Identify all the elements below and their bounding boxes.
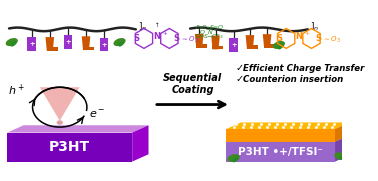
Polygon shape	[247, 45, 258, 49]
Polygon shape	[27, 37, 36, 50]
Text: $O\!\!=\!\!S\!\!-\!\!CF_3$: $O\!\!=\!\!S\!\!-\!\!CF_3$	[195, 32, 223, 41]
Ellipse shape	[11, 41, 17, 47]
Polygon shape	[226, 123, 350, 129]
Ellipse shape	[113, 38, 125, 46]
Ellipse shape	[228, 154, 240, 162]
Text: +: +	[231, 42, 236, 48]
Polygon shape	[226, 135, 350, 142]
Ellipse shape	[57, 120, 63, 125]
Text: ✓: ✓	[235, 63, 243, 73]
Text: P3HT •+/TFSI⁻: P3HT •+/TFSI⁻	[238, 147, 323, 157]
Polygon shape	[196, 44, 207, 48]
Polygon shape	[132, 125, 149, 162]
Text: +: +	[29, 41, 34, 47]
Polygon shape	[211, 36, 220, 49]
Ellipse shape	[118, 41, 124, 47]
Polygon shape	[335, 135, 350, 162]
Polygon shape	[7, 125, 149, 133]
Polygon shape	[263, 34, 271, 48]
Text: $\sim O_3$: $\sim O_3$	[180, 35, 199, 45]
Polygon shape	[83, 47, 94, 50]
Text: S: S	[174, 34, 180, 43]
Text: $]_n$: $]_n$	[310, 20, 319, 33]
Text: $\sim O_3$: $\sim O_3$	[322, 35, 341, 45]
Ellipse shape	[278, 44, 284, 49]
Text: Counterion insertion: Counterion insertion	[243, 75, 343, 84]
Polygon shape	[226, 142, 335, 162]
Polygon shape	[40, 87, 80, 121]
Polygon shape	[82, 36, 90, 50]
Text: ✓: ✓	[235, 74, 243, 84]
Ellipse shape	[232, 157, 239, 162]
Polygon shape	[246, 35, 254, 49]
Text: N: N	[153, 32, 160, 41]
Text: S: S	[134, 34, 140, 43]
Text: P3HT: P3HT	[49, 140, 90, 154]
Polygon shape	[212, 46, 223, 49]
Polygon shape	[64, 35, 72, 49]
Ellipse shape	[273, 41, 285, 49]
Text: N: N	[295, 32, 302, 41]
Polygon shape	[7, 133, 132, 162]
Polygon shape	[100, 38, 108, 51]
Text: $^+$: $^+$	[303, 30, 311, 39]
Text: +: +	[101, 42, 107, 48]
Text: $e^-$: $e^-$	[89, 109, 105, 120]
Text: S: S	[316, 34, 322, 43]
Text: $F_3C\!\!-\!\!S\!\!=\!\!O$: $F_3C\!\!-\!\!S\!\!=\!\!O$	[195, 23, 223, 32]
Text: $h^+$: $h^+$	[8, 82, 25, 98]
Ellipse shape	[6, 38, 18, 46]
Polygon shape	[229, 38, 238, 52]
Text: Sequential
Coating: Sequential Coating	[163, 73, 223, 96]
Text: $O^-\!\!N^-$: $O^-\!\!N^-$	[199, 28, 219, 36]
Polygon shape	[226, 129, 335, 142]
Polygon shape	[45, 37, 54, 51]
Polygon shape	[264, 45, 275, 48]
Polygon shape	[335, 123, 350, 142]
Text: $]_n$: $]_n$	[138, 20, 147, 33]
Text: +: +	[65, 39, 71, 45]
Text: $^+$: $^+$	[161, 30, 169, 39]
Polygon shape	[47, 47, 57, 51]
Polygon shape	[195, 34, 203, 48]
Ellipse shape	[339, 156, 346, 160]
Ellipse shape	[334, 152, 347, 160]
Text: S: S	[276, 34, 282, 43]
Text: $\uparrow$: $\uparrow$	[153, 20, 160, 29]
Text: Efficient Charge Transfer: Efficient Charge Transfer	[243, 64, 364, 73]
